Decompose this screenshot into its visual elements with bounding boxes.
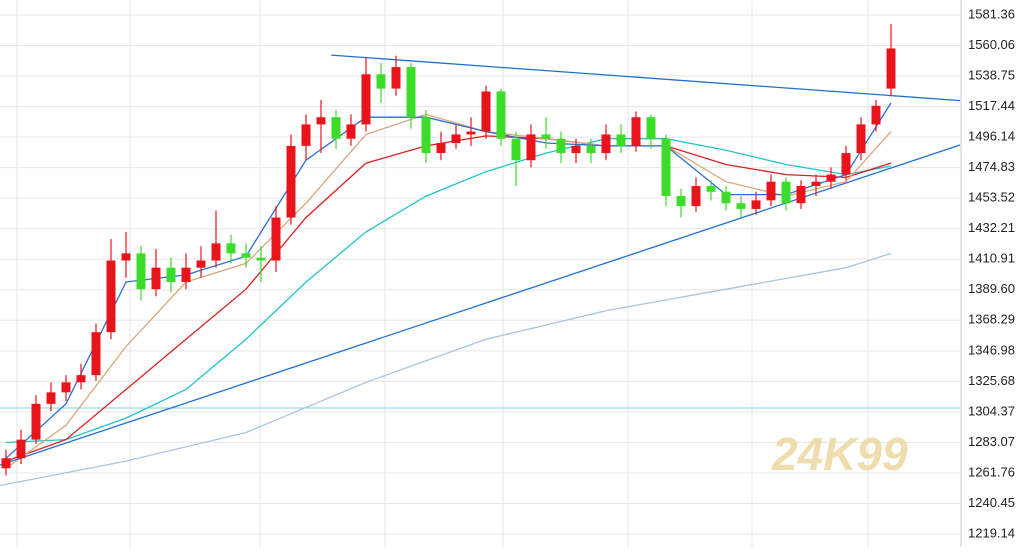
line [5,138,892,444]
candle-body [286,145,296,218]
candle-body [826,174,836,182]
candle-body [616,134,626,146]
candle-body [781,181,791,204]
candle-body [271,217,281,261]
candle-body [151,267,161,290]
line [331,54,961,102]
candle-body [211,243,221,261]
y-tick-label: 1325.68 [968,373,1015,388]
candle-body [391,67,401,89]
candle-body [106,260,116,333]
y-tick-label: 1517.44 [968,98,1015,113]
candle-body [256,257,266,261]
y-tick-label: 1240.45 [968,495,1015,510]
candle-body [166,267,176,283]
line [0,252,892,487]
y-tick-label: 1581.36 [968,6,1015,21]
candle-body [556,138,566,154]
candle-body [346,124,356,139]
candle-body [46,392,56,404]
candle-body [676,196,686,207]
y-tick-label: 1304.37 [968,403,1015,418]
candle-body [1,458,11,469]
candle-body [76,375,86,383]
candle-body [376,74,386,89]
candle-body [886,48,896,89]
candle-body [601,134,611,154]
candle-body [811,181,821,187]
y-tick-label: 1261.76 [968,464,1015,479]
candle-body [706,186,716,192]
y-tick-label: 1219.14 [968,525,1015,540]
candle-body [691,186,701,207]
line [5,113,892,469]
y-tick-label: 1453.52 [968,190,1015,205]
watermark: 24K99 [771,428,908,480]
candle-body [436,143,446,154]
candle-body [121,253,131,261]
y-tick-label: 1432.21 [968,220,1015,235]
candle-body [406,67,416,118]
candle-body [526,134,536,161]
candle-body [751,200,761,209]
candle-body [466,131,476,135]
candle-body [511,138,521,161]
candle-body [136,253,146,290]
candle-body [871,105,881,125]
candle-body [661,138,671,197]
candle-body [421,117,431,154]
candle-body [61,382,71,393]
candle-body [331,117,341,139]
y-tick-label: 1560.06 [968,37,1015,52]
candle-body [541,134,551,139]
y-tick-label: 1474.83 [968,159,1015,174]
candle-body [631,117,641,146]
y-tick-label: 1283.07 [968,434,1015,449]
candle-body [496,91,506,139]
candle-body [856,124,866,154]
candle-body [796,186,806,204]
candle-body [181,267,191,283]
vertical-grid [16,0,869,547]
candle-body [31,403,41,440]
y-tick-label: 1389.60 [968,281,1015,296]
y-tick-label: 1410.91 [968,251,1015,266]
candle-body [766,181,776,201]
y-tick-label: 1368.29 [968,312,1015,327]
candle-body [571,145,581,154]
candle-body [226,243,236,254]
candle-body [451,134,461,144]
candle-body [721,191,731,204]
candle-body [841,153,851,175]
candle-body [241,253,251,258]
candle-body [316,117,326,125]
candle-body [301,124,311,146]
candle-body [361,74,371,125]
candle-body [91,332,101,376]
candle-body [736,203,746,209]
y-tick-label: 1346.98 [968,342,1015,357]
candle-body [586,145,596,154]
candle-body [646,117,656,139]
candle-body [481,91,491,132]
y-tick-label: 1496.14 [968,129,1015,144]
candle-body [16,439,26,459]
y-tick-label: 1538.75 [968,67,1015,82]
candle-body [196,260,206,268]
